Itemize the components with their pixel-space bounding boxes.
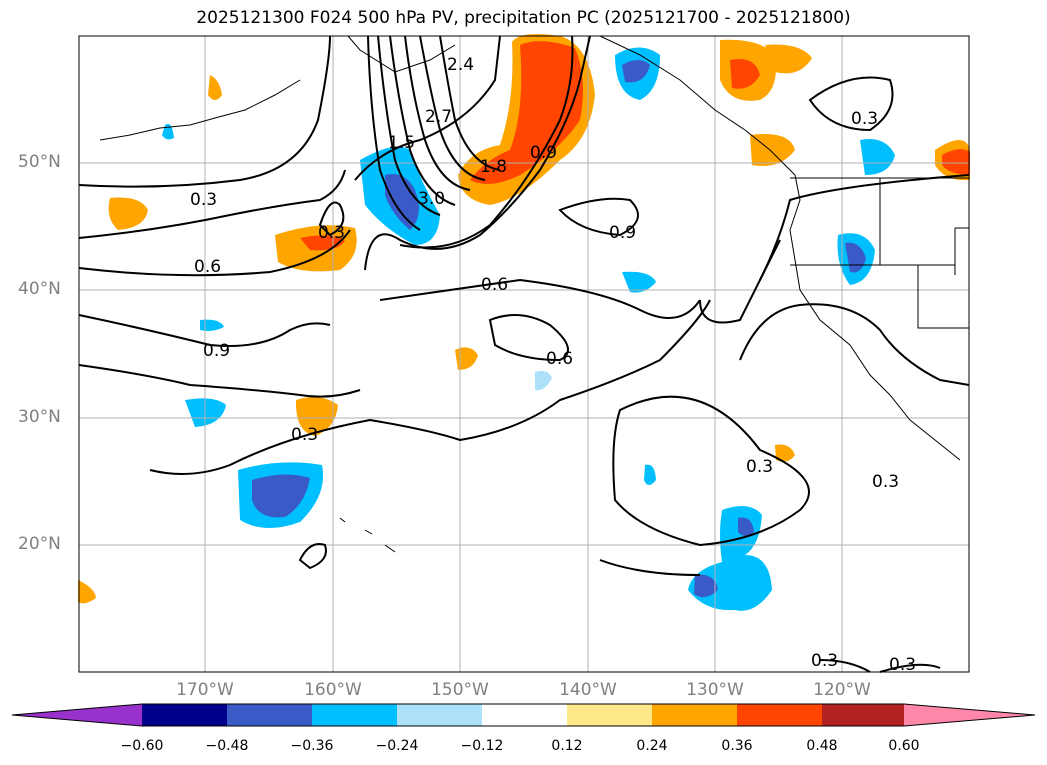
lon-label: 120°W — [813, 680, 871, 700]
contour-label: 0.3 — [889, 655, 916, 675]
colorbar-segment — [312, 704, 397, 726]
colorbar-tick: −0.48 — [205, 738, 249, 754]
colorbar-segment — [397, 704, 482, 726]
colorbar-tick: −0.12 — [460, 738, 504, 754]
contour-label: 0.3 — [811, 651, 838, 671]
pv-contours — [78, 35, 970, 673]
colorbar-tick: −0.24 — [375, 738, 419, 754]
colorbar-tick: 0.12 — [551, 738, 583, 754]
contour-label: 0.3 — [291, 425, 318, 445]
contour-label: 0.6 — [194, 257, 221, 277]
lat-label: 40°N — [18, 279, 61, 299]
contour-label: 0.6 — [481, 275, 508, 295]
map-title: 2025121300 F024 500 hPa PV, precipitatio… — [196, 8, 851, 28]
lat-label: 50°N — [18, 152, 61, 172]
colorbar — [11, 703, 1036, 727]
contour-label: 3.0 — [418, 189, 445, 209]
contour-label: 0.9 — [530, 143, 557, 163]
colorbar-tick: 0.48 — [806, 738, 838, 754]
colorbar-outline — [11, 703, 1036, 727]
lon-label: 170°W — [176, 680, 234, 700]
colorbar-segment — [567, 704, 652, 726]
contour-label: 0.6 — [546, 349, 573, 369]
lat-label: 30°N — [18, 407, 61, 427]
contour-label: 0.9 — [203, 341, 230, 361]
lon-label: 140°W — [559, 680, 617, 700]
contour-label: 0.3 — [190, 190, 217, 210]
colorbar-segment — [142, 704, 227, 726]
colorbar-tick: −0.36 — [290, 738, 334, 754]
contour-labels: 0.3 0.6 0.9 0.3 0.6 0.9 0.6 0.9 0.3 0.3 … — [190, 55, 916, 675]
colorbar-segment — [227, 704, 312, 726]
colorbar-segment — [482, 704, 567, 726]
graticule — [79, 36, 969, 672]
colorbar-segment — [737, 704, 822, 726]
contour-label: 0.3 — [851, 109, 878, 129]
lon-label: 160°W — [304, 680, 362, 700]
contour-label: 0.9 — [609, 223, 636, 243]
contour-label: 0.3 — [872, 472, 899, 492]
precip-shading — [78, 34, 970, 611]
colorbar-tick: 0.24 — [636, 738, 668, 754]
lon-label: 150°W — [431, 680, 489, 700]
contour-label: 1.8 — [480, 157, 507, 177]
colorbar-segment — [12, 704, 142, 726]
contour-label: 1.5 — [388, 133, 415, 153]
contour-label: 0.3 — [318, 223, 345, 243]
colorbar-tick: 0.60 — [888, 738, 920, 754]
contour-label: 2.7 — [425, 107, 452, 127]
colorbar-segment — [652, 704, 737, 726]
contour-label: 2.4 — [447, 55, 474, 75]
colorbar-tick: 0.36 — [721, 738, 753, 754]
colorbar-tick: −0.60 — [120, 738, 164, 754]
colorbar-segment — [822, 704, 904, 726]
contour-label: 0.3 — [746, 457, 773, 477]
lat-label: 20°N — [18, 534, 61, 554]
coastlines — [99, 35, 969, 553]
colorbar-segment — [904, 704, 1035, 726]
lon-label: 130°W — [686, 680, 744, 700]
map-frame — [78, 35, 970, 673]
